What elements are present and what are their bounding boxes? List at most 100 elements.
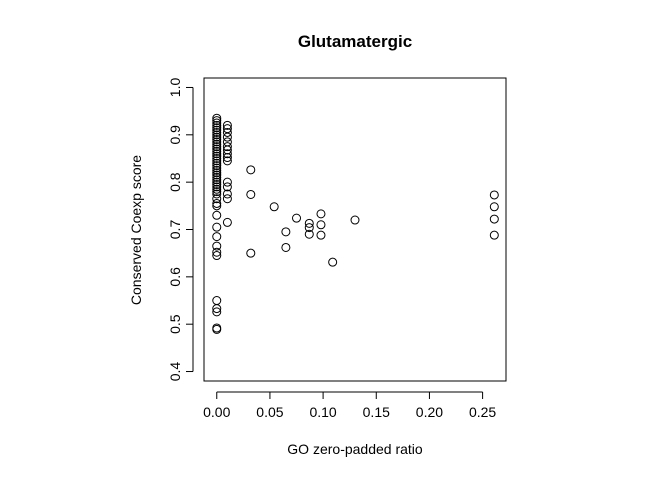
data-point	[212, 163, 222, 173]
data-point	[212, 180, 222, 190]
data-point	[222, 137, 232, 147]
chart-title: Glutamatergic	[298, 32, 412, 51]
x-axis: 0.00 0.05 0.10 0.15 0.20 0.25	[203, 391, 496, 420]
data-point	[292, 213, 302, 223]
data-point	[212, 175, 222, 185]
data-point	[281, 227, 291, 237]
data-point	[212, 144, 222, 154]
data-point	[489, 190, 499, 200]
y-axis: 0.4 0.5 0.6 0.7 0.8 0.9 1.0	[167, 78, 194, 382]
data-point	[304, 229, 314, 239]
data-points	[212, 113, 499, 334]
data-point	[212, 201, 222, 211]
data-point	[316, 220, 326, 230]
data-point	[489, 214, 499, 224]
data-point	[212, 139, 222, 149]
y-tick-label: 0.4	[167, 362, 183, 382]
data-point	[212, 135, 222, 145]
data-point	[246, 248, 256, 258]
data-point	[212, 149, 222, 159]
data-point	[222, 153, 232, 163]
y-tick-label: 1.0	[167, 78, 183, 98]
data-point	[222, 132, 232, 142]
data-point	[212, 222, 222, 232]
data-point	[212, 151, 222, 161]
data-point	[328, 257, 338, 267]
data-point	[212, 184, 222, 194]
data-point	[212, 241, 222, 251]
data-point	[212, 132, 222, 142]
data-point	[212, 168, 222, 178]
data-point	[212, 304, 222, 314]
x-tick-label: 0.05	[256, 404, 283, 420]
data-point	[212, 177, 222, 187]
data-point	[212, 113, 222, 123]
data-point	[304, 218, 314, 228]
y-tick-label: 0.8	[167, 172, 183, 192]
data-point	[212, 296, 222, 306]
data-point	[212, 194, 222, 204]
y-tick-label: 0.9	[167, 125, 183, 145]
data-point	[212, 156, 222, 166]
data-point	[212, 127, 222, 137]
y-tick-label: 0.5	[167, 314, 183, 334]
data-point	[212, 118, 222, 128]
data-point	[269, 202, 279, 212]
data-point	[222, 194, 232, 204]
data-point	[212, 172, 222, 182]
data-point	[212, 198, 222, 208]
data-point	[212, 137, 222, 147]
data-point	[212, 116, 222, 126]
data-point	[212, 130, 222, 140]
data-point	[212, 247, 222, 257]
data-point	[212, 165, 222, 175]
y-axis-label: Conserved Coexp score	[128, 155, 144, 305]
data-point	[350, 215, 360, 225]
data-point	[304, 223, 314, 233]
data-point	[212, 161, 222, 171]
x-tick-label: 0.00	[203, 404, 230, 420]
data-point	[246, 189, 256, 199]
data-point	[489, 230, 499, 240]
data-point	[316, 209, 326, 219]
data-point	[222, 177, 232, 187]
x-tick-label: 0.25	[469, 404, 496, 420]
data-point	[489, 202, 499, 212]
x-tick-label: 0.10	[309, 404, 336, 420]
data-point	[212, 251, 222, 261]
plot-frame	[203, 77, 507, 382]
x-tick-label: 0.15	[363, 404, 390, 420]
data-point	[222, 120, 232, 130]
x-axis-label: GO zero-padded ratio	[287, 441, 423, 457]
data-point	[212, 158, 222, 168]
data-point	[212, 232, 222, 242]
x-tick-label: 0.20	[416, 404, 443, 420]
data-point	[212, 210, 222, 220]
data-point	[212, 182, 222, 192]
data-point	[212, 307, 222, 317]
data-point	[222, 124, 232, 134]
data-point	[246, 165, 256, 175]
data-point	[212, 153, 222, 163]
data-point	[212, 142, 222, 152]
data-point	[212, 187, 222, 197]
y-tick-label: 0.6	[167, 267, 183, 287]
data-point	[222, 142, 232, 152]
data-point	[212, 324, 222, 334]
data-point	[222, 182, 232, 192]
data-point	[281, 242, 291, 252]
data-point	[222, 149, 232, 159]
data-point	[212, 146, 222, 156]
data-point	[212, 189, 222, 199]
data-point	[212, 123, 222, 133]
data-point	[222, 189, 232, 199]
data-point	[316, 230, 326, 240]
y-tick-label: 0.7	[167, 220, 183, 240]
data-point	[222, 217, 232, 227]
data-point	[222, 156, 232, 166]
data-point	[212, 120, 222, 130]
data-point	[212, 125, 222, 135]
data-point	[222, 127, 232, 137]
data-point	[212, 170, 222, 180]
